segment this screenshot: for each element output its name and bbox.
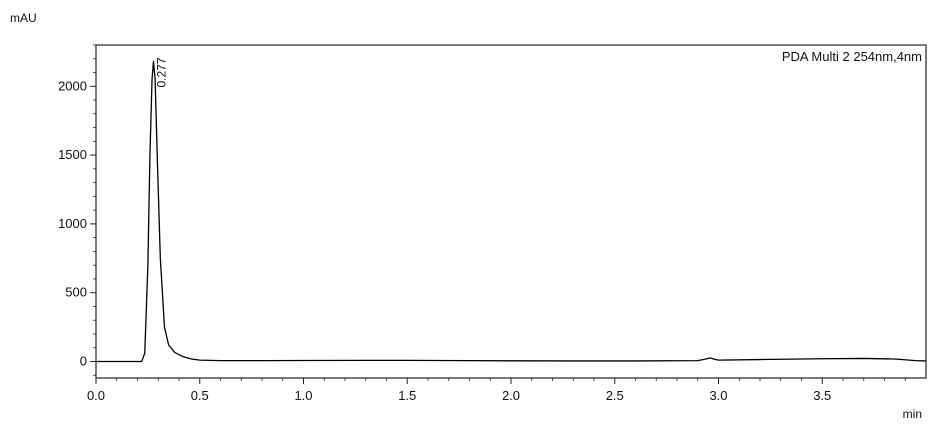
x-tick-label: 3.0 <box>709 388 727 403</box>
x-axis-title: min <box>903 407 922 421</box>
x-tick-label: 2.5 <box>606 388 624 403</box>
y-axis: 0 500 1000 1500 2000 <box>58 44 96 376</box>
series-layer <box>96 60 927 363</box>
y-tick-label: 500 <box>65 285 87 300</box>
plot-frame <box>95 44 927 379</box>
x-tick-label: 3.5 <box>813 388 831 403</box>
peak-label: 0.277 <box>154 57 168 87</box>
x-tick-label: 2.0 <box>502 388 520 403</box>
y-tick-label: 1500 <box>58 147 87 162</box>
x-tick-label: 1.5 <box>398 388 416 403</box>
series-line <box>96 60 927 363</box>
y-tick-label: 0 <box>80 353 87 368</box>
legend-series-label: PDA Multi 2 254nm,4nm <box>782 49 922 64</box>
y-tick-label: 1000 <box>58 216 87 231</box>
x-tick-label: 0.0 <box>87 388 105 403</box>
y-axis-title: mAU <box>10 11 37 25</box>
y-tick-label: 2000 <box>58 78 87 93</box>
x-tick-label: 1.0 <box>294 388 312 403</box>
x-tick-label: 0.5 <box>191 388 209 403</box>
x-axis: 0.0 0.5 1.0 1.5 2.0 2.5 3.0 3.5 <box>87 378 906 403</box>
